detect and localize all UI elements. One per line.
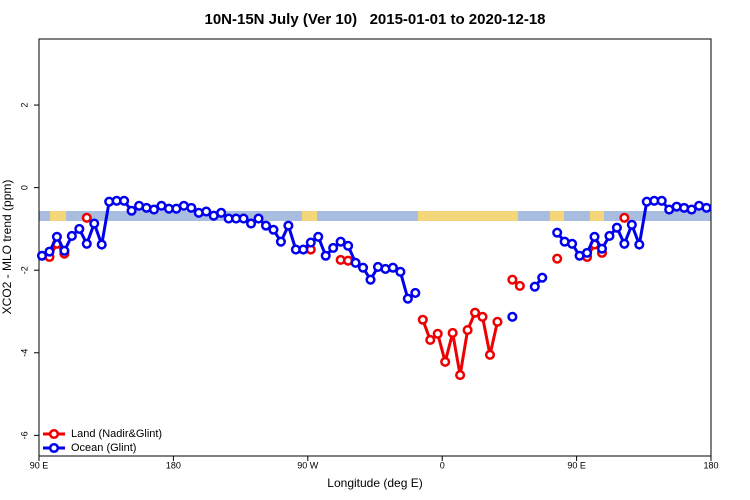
y-tick-label: 0 xyxy=(19,185,29,190)
point xyxy=(410,287,421,298)
point xyxy=(656,195,667,206)
point xyxy=(701,202,712,213)
point xyxy=(343,240,354,251)
band xyxy=(39,211,711,221)
point xyxy=(477,311,488,322)
series xyxy=(36,195,712,322)
point xyxy=(552,227,563,238)
point xyxy=(313,231,324,242)
point xyxy=(238,213,249,224)
point xyxy=(81,238,92,249)
point xyxy=(611,222,622,233)
x-tick-label: 90 E xyxy=(30,460,49,470)
point xyxy=(96,239,107,250)
legend-label: Land (Nadir&Glint) xyxy=(71,428,162,440)
point xyxy=(447,327,458,339)
point xyxy=(358,262,369,273)
point xyxy=(596,243,608,254)
point xyxy=(387,262,398,273)
point xyxy=(89,218,100,229)
land-band xyxy=(39,211,711,221)
y-axis-label: XCO2 - MLO trend (ppm) xyxy=(0,180,14,315)
x-tick-label: 90 W xyxy=(297,460,319,470)
point xyxy=(425,334,436,346)
point xyxy=(455,370,466,381)
point xyxy=(201,206,212,217)
point xyxy=(402,293,413,304)
x-tick-label: 180 xyxy=(703,460,718,470)
point xyxy=(686,204,697,215)
land-patch xyxy=(302,211,317,221)
point xyxy=(365,274,376,285)
point xyxy=(529,281,540,292)
point xyxy=(246,218,257,229)
legend-point xyxy=(48,442,60,454)
point xyxy=(216,207,227,218)
point xyxy=(604,230,615,241)
point xyxy=(81,212,92,223)
land-patch xyxy=(50,211,66,221)
point xyxy=(470,307,481,318)
land-patch xyxy=(418,211,518,221)
point xyxy=(582,247,593,258)
point xyxy=(567,238,578,249)
point xyxy=(260,220,272,231)
legend-point xyxy=(48,428,60,440)
point xyxy=(119,195,130,206)
point xyxy=(432,328,443,339)
point xyxy=(275,236,286,247)
point xyxy=(619,238,630,249)
point xyxy=(148,204,160,215)
point xyxy=(634,239,645,250)
chart-title: 10N-15N July (Ver 10) 2015-01-01 to 2020… xyxy=(204,11,545,28)
point xyxy=(395,266,406,277)
point xyxy=(335,236,346,247)
land-patch xyxy=(550,211,564,221)
y-tick-label: -6 xyxy=(19,431,29,439)
point xyxy=(417,314,428,325)
x-axis-label: Longitude (deg E) xyxy=(327,476,422,490)
point xyxy=(253,213,264,224)
point xyxy=(507,311,518,322)
point xyxy=(44,246,55,257)
y-tick-label: -4 xyxy=(19,349,29,357)
legend-label: Ocean (Glint) xyxy=(71,442,136,454)
x-tick-label: 0 xyxy=(440,460,445,470)
point xyxy=(552,253,563,264)
y-tick-label: -2 xyxy=(19,266,29,274)
point xyxy=(589,231,600,242)
plot-frame xyxy=(38,38,712,457)
point xyxy=(36,250,48,261)
point xyxy=(298,244,309,255)
point xyxy=(514,280,525,291)
point xyxy=(619,212,630,223)
point xyxy=(305,237,316,248)
point xyxy=(186,202,197,213)
x-tick-label: 90 E xyxy=(567,460,586,470)
point xyxy=(59,245,70,256)
point xyxy=(328,242,339,253)
point xyxy=(537,272,548,283)
point xyxy=(507,274,518,285)
y-tick-label: 2 xyxy=(19,103,29,108)
point xyxy=(484,349,496,360)
point xyxy=(51,231,62,242)
point xyxy=(350,257,361,268)
point xyxy=(283,220,294,231)
point xyxy=(626,219,637,230)
point xyxy=(320,250,331,261)
point xyxy=(268,224,279,235)
land-patch xyxy=(590,211,604,221)
point xyxy=(440,356,451,367)
point xyxy=(462,325,473,336)
x-tick-label: 180 xyxy=(166,460,181,470)
point xyxy=(126,205,137,216)
point xyxy=(74,223,85,234)
point xyxy=(66,230,77,241)
point xyxy=(492,316,503,327)
